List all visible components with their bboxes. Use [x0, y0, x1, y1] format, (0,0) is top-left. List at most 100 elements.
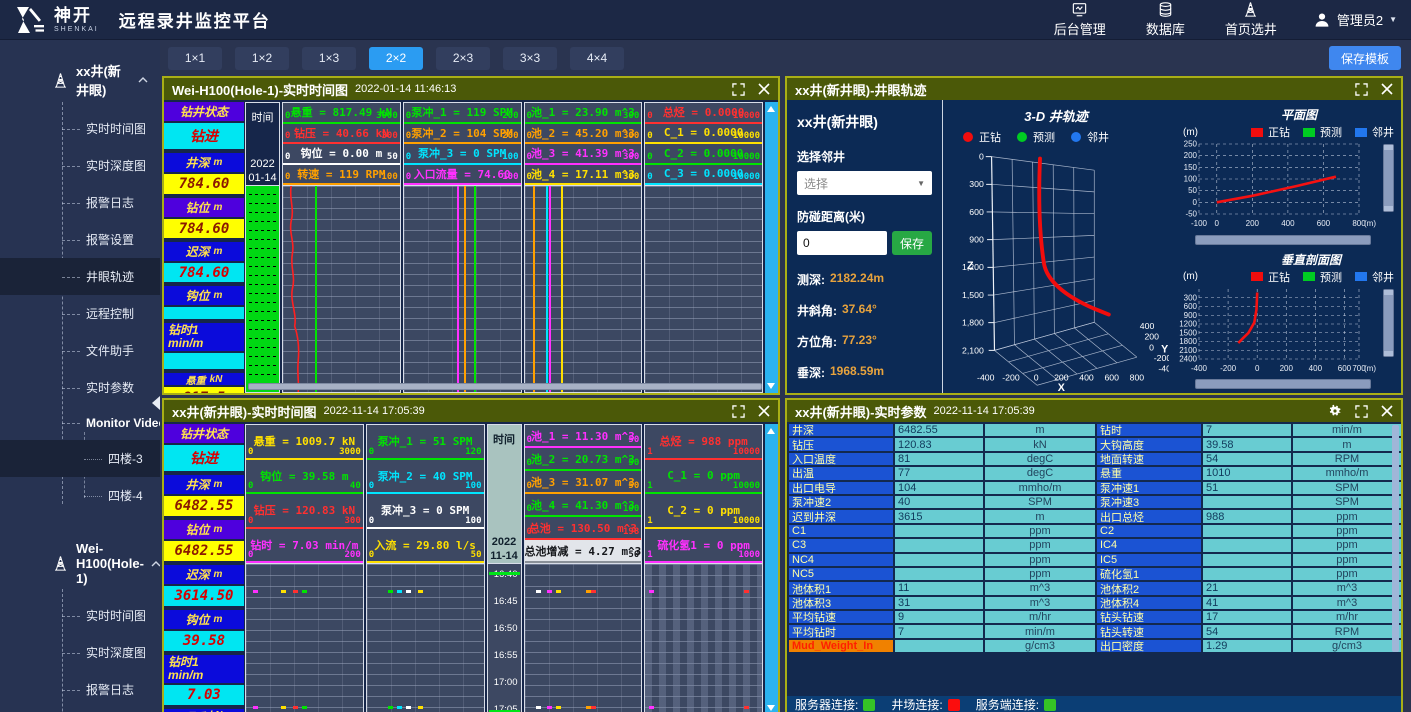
param-label: 钻压: [789, 438, 893, 450]
vertical-section-view: 垂直剖面图 (m) 正钻预测邻井 -400-200020040060070030…: [1173, 247, 1397, 392]
plot3d-canvas: 03006009001,2001,5001,8002,100-400-20002…: [943, 145, 1169, 393]
vertical-scrollbar[interactable]: [1383, 289, 1394, 357]
save-template-button[interactable]: 保存模板: [1329, 46, 1401, 70]
time-tick-label: 16:50: [494, 624, 518, 634]
sidebar-item[interactable]: 实时深度图: [0, 147, 160, 184]
sidebar-item[interactable]: 报警日志: [0, 184, 160, 221]
vertical-scrollbar[interactable]: [765, 424, 778, 712]
stat-block: 钻井状态钻进: [164, 102, 244, 149]
stat-value: 784.60: [164, 219, 244, 238]
expand-icon[interactable]: [732, 83, 745, 96]
param-label: 泵冲速2: [789, 496, 893, 508]
svg-text:50: 50: [1188, 186, 1197, 195]
sidebar-item[interactable]: Monitor Video: [0, 406, 160, 440]
vertical-scrollbar[interactable]: [765, 102, 778, 393]
data-point: [281, 590, 286, 593]
param-label: 钻时: [1097, 424, 1201, 436]
vertical-scrollbar[interactable]: [1383, 144, 1394, 212]
well-node[interactable]: Wei-H100(Hole-1): [0, 532, 160, 595]
legend-marker: [1251, 128, 1263, 137]
svg-text:150: 150: [1184, 163, 1198, 172]
curve-label: 0总池 = 130.50 m^3198: [525, 517, 642, 540]
gear-icon[interactable]: [1328, 404, 1342, 418]
time-axis: 16:4016:4516:5016:5517:0017:05: [487, 564, 522, 712]
sidebar-item[interactable]: 实时参数: [0, 369, 160, 406]
sidebar-item[interactable]: 远程控制: [0, 295, 160, 332]
sidebar-item[interactable]: 文件助手: [0, 332, 160, 369]
param-label: 悬重: [1097, 467, 1201, 479]
svg-text:600: 600: [1184, 302, 1198, 311]
logo-en: SHENKAI: [54, 26, 99, 33]
close-icon[interactable]: [1381, 83, 1393, 95]
track-plot: [366, 564, 485, 712]
param-unit: g/cm3: [985, 640, 1095, 652]
sidebar-item[interactable]: 井眼轨迹: [0, 258, 160, 295]
log-track: 0悬重 = 1009.7 kN30000钩位 = 39.58 m400钻压 = …: [245, 424, 364, 712]
layout-button-3×3[interactable]: 3×3: [503, 47, 557, 70]
params-body: 井深6482.55m钻时7min/m钻压120.83kN大钩高度39.58m入口…: [787, 422, 1401, 712]
svg-text:600: 600: [1104, 372, 1119, 382]
neighbor-well-select[interactable]: 选择▼: [797, 171, 932, 195]
curve-label: 0钻压 = 120.83 kN300: [246, 494, 363, 529]
svg-text:-100: -100: [1191, 219, 1208, 228]
param-unit: min/m: [985, 625, 1095, 637]
close-icon[interactable]: [1381, 405, 1393, 417]
param-value: 7: [895, 625, 983, 637]
data-point: [591, 706, 596, 709]
expand-icon[interactable]: [732, 405, 745, 418]
param-label: 泵冲速1: [1097, 482, 1201, 494]
sidebar-item[interactable]: 实时时间图: [0, 110, 160, 147]
well-node[interactable]: xx井(新井眼): [0, 52, 160, 108]
param-label: 池体积3: [789, 597, 893, 609]
curve-line: [474, 186, 476, 392]
close-icon[interactable]: [758, 83, 770, 95]
curve-label: 1总烃 = 988 ppm10000: [645, 425, 762, 460]
nav-item-database[interactable]: 数据库: [1146, 1, 1185, 38]
sidebar-item[interactable]: 四楼-4: [0, 477, 160, 514]
layout-button-1×1[interactable]: 1×1: [168, 47, 222, 70]
close-icon[interactable]: [758, 405, 770, 417]
sidebar-item[interactable]: 四楼-3: [0, 440, 160, 477]
curve-label: 0悬重 = 1009.7 kN3000: [246, 425, 363, 460]
horizontal-scrollbar[interactable]: [1195, 235, 1371, 245]
svg-text:400: 400: [1281, 219, 1295, 228]
curve-label: 0泵冲_2 = 104 SPM200: [404, 124, 521, 145]
param-label: 出温: [789, 467, 893, 479]
param-label: IC4: [1097, 539, 1201, 551]
horizontal-scrollbar[interactable]: [248, 383, 762, 390]
svg-text:600: 600: [1317, 219, 1331, 228]
layout-button-1×3[interactable]: 1×3: [302, 47, 356, 70]
expand-icon[interactable]: [1355, 83, 1368, 96]
page-title: 远程录井监控平台: [119, 7, 271, 32]
sidebar-item[interactable]: 报警设置: [0, 221, 160, 258]
save-button[interactable]: 保存: [892, 231, 932, 255]
sidebar-item[interactable]: 报警日志: [0, 671, 160, 708]
layout-button-2×3[interactable]: 2×3: [436, 47, 490, 70]
chevron-up-icon[interactable]: [151, 561, 160, 567]
svg-text:200: 200: [1184, 151, 1198, 160]
curve-line: [549, 186, 551, 392]
param-label: NC4: [789, 554, 893, 566]
horizontal-scrollbar[interactable]: [1195, 379, 1371, 389]
layout-button-4×4[interactable]: 4×4: [570, 47, 624, 70]
svg-text:200: 200: [1246, 219, 1260, 228]
layout-button-1×2[interactable]: 1×2: [235, 47, 289, 70]
sidebar-item[interactable]: 实时深度图: [0, 634, 160, 671]
data-point: [418, 706, 423, 709]
svg-text:-400: -400: [977, 372, 995, 382]
vertical-scrollbar[interactable]: [1392, 425, 1399, 652]
layout-button-2×2[interactable]: 2×2: [369, 47, 423, 70]
stat-block: 迟深m3614.50: [164, 565, 244, 606]
nav-item-admin[interactable]: 后台管理: [1054, 1, 1106, 38]
chevron-up-icon[interactable]: [138, 77, 148, 83]
svg-text:-200: -200: [1002, 372, 1020, 382]
panel-title: xx井(新井眼)-井眼轨迹: [795, 80, 926, 99]
sidebar-collapse-icon[interactable]: [152, 396, 160, 410]
distance-input[interactable]: 0: [797, 231, 887, 255]
nav-item-well-select[interactable]: 首页选井: [1225, 1, 1277, 38]
sidebar-item[interactable]: 报警设置: [0, 708, 160, 712]
expand-icon[interactable]: [1355, 405, 1368, 418]
sidebar-item[interactable]: 实时时间图: [0, 597, 160, 634]
user-menu[interactable]: 管理员2 ▼: [1313, 10, 1397, 29]
stat-block: 钻时1min/m7.03: [164, 655, 244, 705]
